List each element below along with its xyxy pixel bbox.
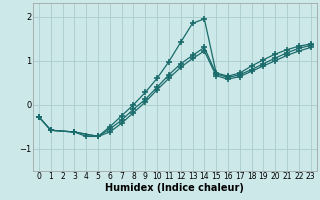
X-axis label: Humidex (Indice chaleur): Humidex (Indice chaleur): [105, 183, 244, 193]
